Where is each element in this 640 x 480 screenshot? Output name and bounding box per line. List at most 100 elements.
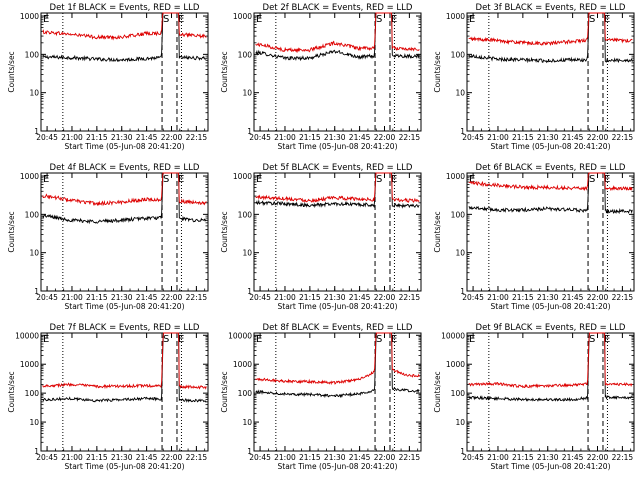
x-tick-label: 21:15: [299, 293, 321, 302]
x-tick-label: 20:45: [36, 453, 58, 462]
plot-frame: [253, 172, 422, 292]
marker-label-e: E: [391, 14, 397, 25]
lld-series-line: [42, 332, 207, 390]
detector-panel: Det 6f BLACK = Events, RED = LLD 1 10 100 10…: [433, 163, 635, 311]
y-tick-label: 10: [29, 249, 39, 258]
marker-label-s: S: [376, 174, 382, 185]
x-axis-label: Start Time (05-Jun-08 20:41:20): [65, 302, 185, 311]
y-tick-label: 1: [247, 127, 252, 136]
x-tick-label: 22:00: [374, 293, 396, 302]
marker-label-e: E: [469, 334, 475, 345]
x-tick-label: 22:15: [399, 453, 421, 462]
y-tick-label: 1000: [233, 12, 252, 21]
x-tick-label: 21:30: [537, 293, 559, 302]
x-tick-label: 22:15: [612, 453, 634, 462]
marker-label-e: E: [178, 334, 184, 345]
x-axis-label: Start Time (05-Jun-08 20:41:20): [65, 142, 185, 151]
y-tick-label: 100: [25, 210, 40, 219]
panel-title: Det 7f BLACK = Events, RED = LLD: [50, 323, 200, 333]
x-tick-label: 20:45: [36, 133, 58, 142]
x-tick-label: 21:30: [111, 453, 133, 462]
y-tick-label: 100: [238, 210, 253, 219]
y-tick-label: 1: [460, 127, 465, 136]
x-tick-label: 20:45: [462, 453, 484, 462]
marker-label-e: E: [178, 174, 184, 185]
y-tick-label: 10000: [228, 331, 252, 340]
plot-frame: [253, 332, 422, 452]
y-tick-label: 100: [451, 389, 466, 398]
x-tick-label: 21:00: [487, 133, 509, 142]
y-tick-label: 1000: [446, 172, 465, 181]
y-tick-label: 100: [451, 210, 466, 219]
x-tick-label: 21:15: [86, 293, 108, 302]
x-tick-label: 21:45: [136, 293, 158, 302]
lld-series-line: [42, 172, 207, 207]
x-tick-label: 21:15: [512, 453, 534, 462]
y-tick-label: 10: [455, 249, 465, 258]
x-tick-label: 21:15: [299, 453, 321, 462]
lld-series-line: [468, 12, 633, 47]
panel-title: Det 1f BLACK = Events, RED = LLD: [50, 3, 200, 13]
marker-label-s: S: [163, 174, 169, 185]
x-tick-label: 21:00: [61, 133, 83, 142]
marker-label-e: E: [178, 14, 184, 25]
x-tick-label: 21:45: [562, 453, 584, 462]
x-tick-label: 22:00: [587, 293, 609, 302]
y-tick-label: 1000: [233, 360, 252, 369]
x-tick-label: 20:45: [462, 133, 484, 142]
x-tick-label: 22:15: [186, 453, 208, 462]
detector-panel: Det 2f BLACK = Events, RED = LLD 1 10 100 10…: [220, 3, 422, 151]
x-tick-label: 22:00: [374, 453, 396, 462]
panel-title: Det 2f BLACK = Events, RED = LLD: [263, 3, 413, 13]
y-tick-label: 10: [455, 418, 465, 427]
detector-panel: Det 7f BLACK = Events, RED = LLD 1 10 100 10…: [7, 323, 209, 471]
y-tick-label: 1: [247, 287, 252, 296]
x-tick-label: 21:00: [61, 453, 83, 462]
x-tick-label: 21:00: [61, 293, 83, 302]
y-tick-label: 1: [247, 447, 252, 456]
x-tick-label: 22:15: [612, 133, 634, 142]
detector-panel: Det 9f BLACK = Events, RED = LLD 1 10 100 10…: [433, 323, 635, 471]
x-tick-label: 22:15: [186, 293, 208, 302]
detector-panel: Det 5f BLACK = Events, RED = LLD 1 10 100 10…: [220, 163, 422, 311]
panel-title: Det 5f BLACK = Events, RED = LLD: [263, 163, 413, 173]
y-tick-label: 1000: [20, 360, 39, 369]
plot-frame: [40, 172, 209, 292]
detector-panel: Det 1f BLACK = Events, RED = LLD 1 10 100 10…: [7, 3, 209, 151]
events-series-line: [42, 12, 207, 63]
x-tick-label: 21:45: [136, 133, 158, 142]
marker-label-e: E: [469, 174, 475, 185]
marker-label-e: E: [469, 14, 475, 25]
x-tick-label: 22:00: [161, 133, 183, 142]
x-axis-label: Start Time (05-Jun-08 20:41:20): [491, 142, 611, 151]
x-tick-label: 21:00: [487, 453, 509, 462]
x-tick-label: 21:30: [324, 133, 346, 142]
x-tick-label: 21:15: [299, 133, 321, 142]
x-tick-label: 21:00: [487, 293, 509, 302]
marker-label-e: E: [256, 334, 262, 345]
y-tick-label: 1: [460, 447, 465, 456]
lld-series-line: [255, 332, 420, 386]
y-tick-label: 1: [34, 447, 39, 456]
x-tick-label: 21:15: [86, 453, 108, 462]
y-tick-label: 100: [238, 389, 253, 398]
x-tick-label: 20:45: [462, 293, 484, 302]
marker-label-e: E: [604, 334, 610, 345]
y-axis-label: Counts/sec: [433, 51, 442, 92]
y-axis-label: Counts/sec: [220, 371, 229, 412]
x-tick-label: 21:45: [349, 453, 371, 462]
x-tick-label: 20:45: [249, 293, 271, 302]
plot-frame: [40, 12, 209, 132]
y-tick-label: 10: [242, 249, 252, 258]
x-tick-label: 22:00: [587, 453, 609, 462]
panel-title: Det 6f BLACK = Events, RED = LLD: [476, 163, 626, 173]
y-tick-label: 10000: [15, 331, 39, 340]
y-tick-label: 100: [25, 50, 40, 59]
plot-frame: [466, 12, 635, 132]
x-axis-label: Start Time (05-Jun-08 20:41:20): [491, 462, 611, 471]
marker-label-s: S: [163, 334, 169, 345]
x-axis-label: Start Time (05-Jun-08 20:41:20): [278, 462, 398, 471]
x-tick-label: 21:30: [111, 133, 133, 142]
x-tick-label: 21:45: [349, 133, 371, 142]
